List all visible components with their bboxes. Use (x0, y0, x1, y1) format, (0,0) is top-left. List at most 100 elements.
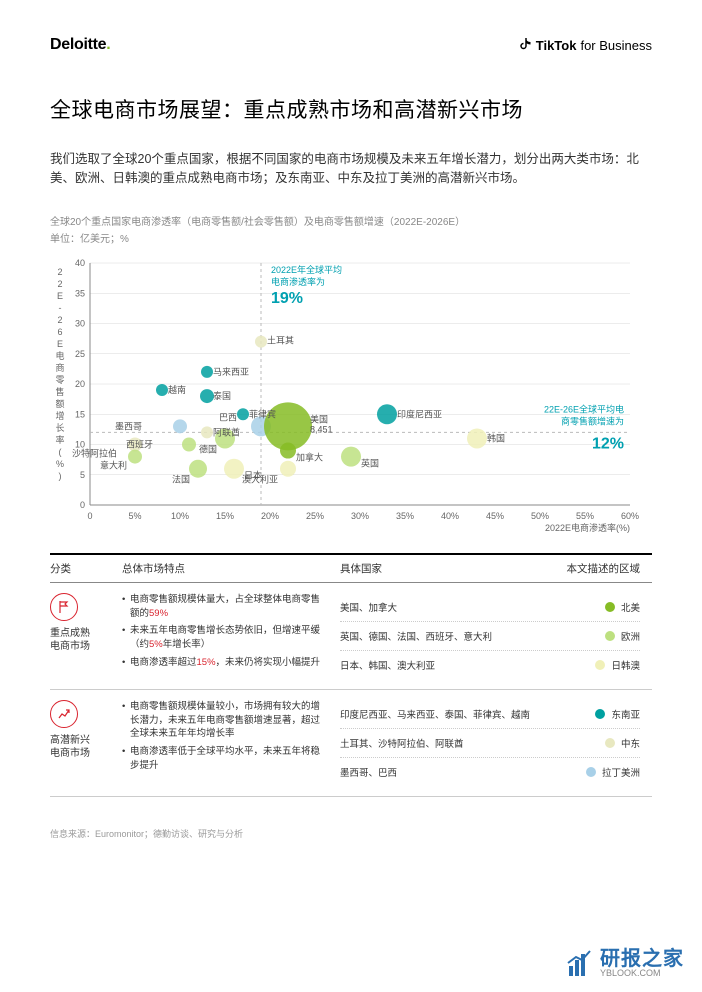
region-countries: 美国、加拿大 (340, 600, 564, 614)
svg-text:10%: 10% (171, 511, 189, 521)
chart-svg: 051015202530354005%10%15%20%25%30%35%40%… (50, 255, 640, 535)
region-countries: 日本、韩国、澳大利亚 (340, 658, 564, 672)
svg-text:墨西哥: 墨西哥 (115, 421, 142, 431)
deloitte-logo: Deloitte. (50, 36, 110, 54)
svg-text:长: 长 (55, 422, 64, 433)
region-name: 欧洲 (621, 629, 640, 643)
svg-text:8,451: 8,451 (310, 424, 333, 434)
region-dot-icon (605, 602, 615, 612)
region-name: 日韩澳 (611, 658, 640, 672)
cell-features: 电商零售额规模体量大，占全球整体电商零售额的59%未来五年电商零售增长态势依旧，… (122, 593, 340, 679)
svg-text:60%: 60% (621, 511, 639, 521)
svg-text:40: 40 (75, 258, 85, 268)
svg-text:-: - (59, 303, 62, 313)
svg-text:E: E (57, 291, 63, 301)
region-line: 日本、韩国、澳大利亚 日韩澳 (340, 651, 640, 679)
svg-text:售: 售 (55, 386, 64, 397)
svg-text:意大利: 意大利 (100, 459, 127, 470)
svg-text:45%: 45% (486, 511, 504, 521)
svg-text:20: 20 (75, 379, 85, 389)
svg-text:%: % (56, 459, 64, 469)
feature-item: 未来五年电商零售增长态势依旧，但增速平缓（约5%年增长率） (122, 624, 328, 652)
svg-text:20%: 20% (261, 511, 279, 521)
svg-text:E: E (57, 339, 63, 349)
svg-text:德国: 德国 (199, 443, 217, 454)
svg-text:沙特阿拉伯: 沙特阿拉伯 (72, 447, 117, 458)
intro-paragraph: 我们选取了全球20个重点国家，根据不同国家的电商市场规模及未来五年增长潜力，划分… (50, 150, 652, 189)
svg-text:25: 25 (75, 349, 85, 359)
svg-text:商: 商 (55, 362, 64, 373)
svg-text:法国: 法国 (172, 473, 190, 484)
svg-text:土耳其: 土耳其 (267, 334, 294, 345)
svg-text:2022E电商渗透率(%): 2022E电商渗透率(%) (545, 522, 630, 533)
region-dot-icon (595, 709, 605, 719)
region-countries: 印度尼西亚、马来西亚、泰国、菲律宾、越南 (340, 707, 564, 721)
region-name: 东南亚 (611, 707, 640, 721)
chart-unit: 单位：亿美元；% (50, 230, 652, 245)
svg-text:阿联酋: 阿联酋 (213, 426, 240, 437)
region-name: 中东 (621, 736, 640, 750)
th-category: 分类 (50, 561, 122, 576)
svg-text:菲律宾: 菲律宾 (249, 408, 276, 419)
th-region: 本文描述的区域 (550, 561, 640, 576)
growth-icon (50, 700, 78, 728)
chart-caption: 全球20个重点国家电商渗透率（电商零售额/社会零售额）及电商零售额增速（2022… (50, 213, 652, 228)
region-countries: 英国、德国、法国、西班牙、意大利 (340, 629, 564, 643)
feature-item: 电商零售额规模体量较小，市场拥有较大的增长潜力，未来五年电商零售额增速显著，超过… (122, 700, 328, 741)
cell-regions: 美国、加拿大 北美英国、德国、法国、西班牙、意大利 欧洲日本、韩国、澳大利亚 日韩澳 (340, 593, 640, 679)
svg-text:额: 额 (55, 398, 64, 409)
tiktok-logo: TikTok for Business (520, 38, 652, 53)
watermark-icon (564, 948, 594, 978)
svg-text:): ) (59, 471, 62, 481)
page-header: Deloitte. TikTok for Business (50, 36, 652, 54)
svg-text:5%: 5% (128, 511, 141, 521)
region-line: 墨西哥、巴西拉丁美洲 (340, 758, 640, 786)
region-name: 北美 (621, 600, 640, 614)
svg-text:澳大利亚: 澳大利亚 (242, 473, 278, 484)
watermark-text: 研报之家 (600, 949, 684, 969)
svg-text:22E-26E全球平均电: 22E-26E全球平均电 (544, 403, 624, 414)
svg-text:电商渗透率为: 电商渗透率为 (271, 276, 325, 287)
svg-text:印度尼西亚: 印度尼西亚 (397, 408, 442, 419)
svg-text:(: ( (59, 447, 62, 457)
region-line: 印度尼西亚、马来西亚、泰国、菲律宾、越南 东南亚 (340, 700, 640, 729)
region-dot-icon (595, 660, 605, 670)
svg-text:巴西: 巴西 (219, 412, 237, 422)
svg-text:12%: 12% (592, 435, 624, 452)
category-table: 分类 总体市场特点 具体国家 本文描述的区域 重点成熟电商市场电商零售额规模体量… (50, 553, 652, 797)
table-header-row: 分类 总体市场特点 具体国家 本文描述的区域 (50, 555, 652, 583)
table-row: 高潜新兴电商市场电商零售额规模体量较小，市场拥有较大的增长潜力，未来五年电商零售… (50, 690, 652, 797)
svg-text:零: 零 (55, 375, 64, 385)
deloitte-text: Deloitte (50, 36, 106, 53)
watermark-sub: YBLOOK.COM (600, 969, 684, 978)
cell-regions: 印度尼西亚、马来西亚、泰国、菲律宾、越南 东南亚土耳其、沙特阿拉伯、阿联酋 中东墨西… (340, 700, 640, 786)
region-line: 土耳其、沙特阿拉伯、阿联酋 中东 (340, 729, 640, 758)
flag-icon (50, 593, 78, 621)
svg-text:增: 增 (55, 410, 64, 421)
svg-text:40%: 40% (441, 511, 459, 521)
svg-text:西班牙: 西班牙 (126, 438, 153, 449)
th-features: 总体市场特点 (122, 561, 340, 576)
tiktok-text: TikTok (536, 38, 577, 53)
svg-text:50%: 50% (531, 511, 549, 521)
th-countries: 具体国家 (340, 561, 550, 576)
svg-text:30%: 30% (351, 511, 369, 521)
svg-text:马来西亚: 马来西亚 (213, 367, 249, 377)
svg-text:电: 电 (55, 350, 64, 361)
region-countries: 墨西哥、巴西 (340, 765, 564, 779)
page-title: 全球电商市场展望：重点成熟市场和高潜新兴市场 (50, 94, 652, 124)
svg-text:55%: 55% (576, 511, 594, 521)
tiktok-suffix: for Business (580, 38, 652, 53)
cell-features: 电商零售额规模体量较小，市场拥有较大的增长潜力，未来五年电商零售额增速显著，超过… (122, 700, 340, 786)
svg-text:35%: 35% (396, 511, 414, 521)
svg-text:15: 15 (75, 409, 85, 419)
region-countries: 土耳其、沙特阿拉伯、阿联酋 (340, 736, 564, 750)
region-dot-icon (605, 738, 615, 748)
svg-text:泰国: 泰国 (213, 390, 231, 401)
watermark: 研报之家 YBLOOK.COM (564, 948, 684, 978)
region-line: 美国、加拿大 北美 (340, 593, 640, 622)
svg-text:美国: 美国 (310, 413, 328, 424)
svg-text:25%: 25% (306, 511, 324, 521)
svg-text:越南: 越南 (168, 384, 186, 395)
deloitte-dot: . (106, 36, 110, 53)
